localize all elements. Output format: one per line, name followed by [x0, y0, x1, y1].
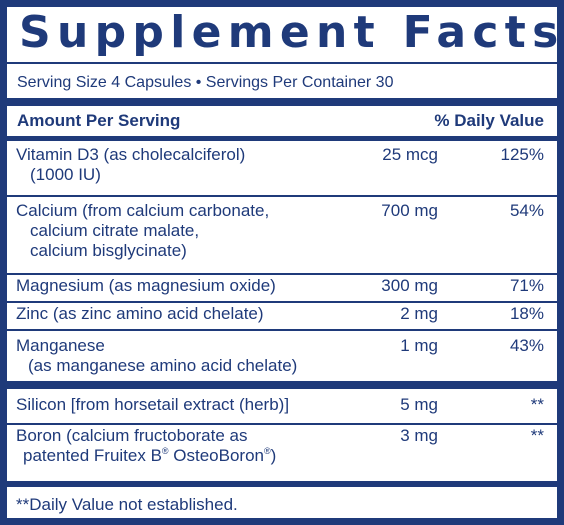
- nutrient-daily-value: 125%: [500, 145, 544, 164]
- thick-divider: [7, 98, 557, 106]
- nutrient-amount: 3 mg: [400, 426, 438, 445]
- row-divider: [7, 423, 557, 425]
- registered-mark: ®: [161, 446, 169, 456]
- header-divider: [7, 136, 557, 141]
- row-divider: [7, 301, 557, 303]
- panel-title: Supplement Facts: [19, 7, 564, 58]
- footer-divider: [7, 481, 557, 487]
- section-divider: [7, 381, 557, 389]
- nutrient-daily-value: 43%: [509, 336, 544, 355]
- nutrient-daily-value: 71%: [509, 276, 544, 295]
- daily-value-header: % Daily Value: [434, 111, 544, 130]
- nutrient-amount: 2 mg: [400, 304, 438, 323]
- amount-per-serving-header: Amount Per Serving: [17, 111, 181, 130]
- nutrient-name: Magnesium (as magnesium oxide): [16, 276, 276, 295]
- nutrient-name: Calcium (from calcium carbonate, calcium…: [16, 201, 270, 260]
- serving-info: Serving Size 4 Capsules • Servings Per C…: [17, 74, 394, 91]
- nutrient-amount: 5 mg: [400, 395, 438, 414]
- nutrient-amount: 700 mg: [381, 201, 438, 220]
- nutrient-daily-value: 18%: [509, 304, 544, 323]
- divider: [7, 62, 557, 64]
- row-divider: [7, 195, 557, 197]
- nutrient-amount: 1 mg: [400, 336, 438, 355]
- nutrient-name: Boron (calcium fructoborate as patented …: [16, 426, 277, 465]
- nutrient-name: Manganese (as manganese amino acid chela…: [16, 336, 298, 375]
- nutrient-amount: 25 mcg: [382, 145, 438, 164]
- row-divider: [7, 329, 557, 331]
- nutrient-amount: 300 mg: [381, 276, 438, 295]
- nutrient-daily-value: 54%: [509, 201, 544, 220]
- nutrient-daily-value: **: [530, 426, 544, 445]
- registered-mark: ®: [264, 446, 271, 456]
- footnote: **Daily Value not established.: [16, 495, 238, 514]
- row-divider: [7, 273, 557, 275]
- nutrient-daily-value: **: [530, 395, 544, 414]
- nutrient-name: Vitamin D3 (as cholecalciferol) (1000 IU…: [16, 145, 246, 184]
- nutrient-name: Silicon [from horsetail extract (herb)]: [16, 395, 290, 414]
- nutrient-name: Zinc (as zinc amino acid chelate): [16, 304, 264, 323]
